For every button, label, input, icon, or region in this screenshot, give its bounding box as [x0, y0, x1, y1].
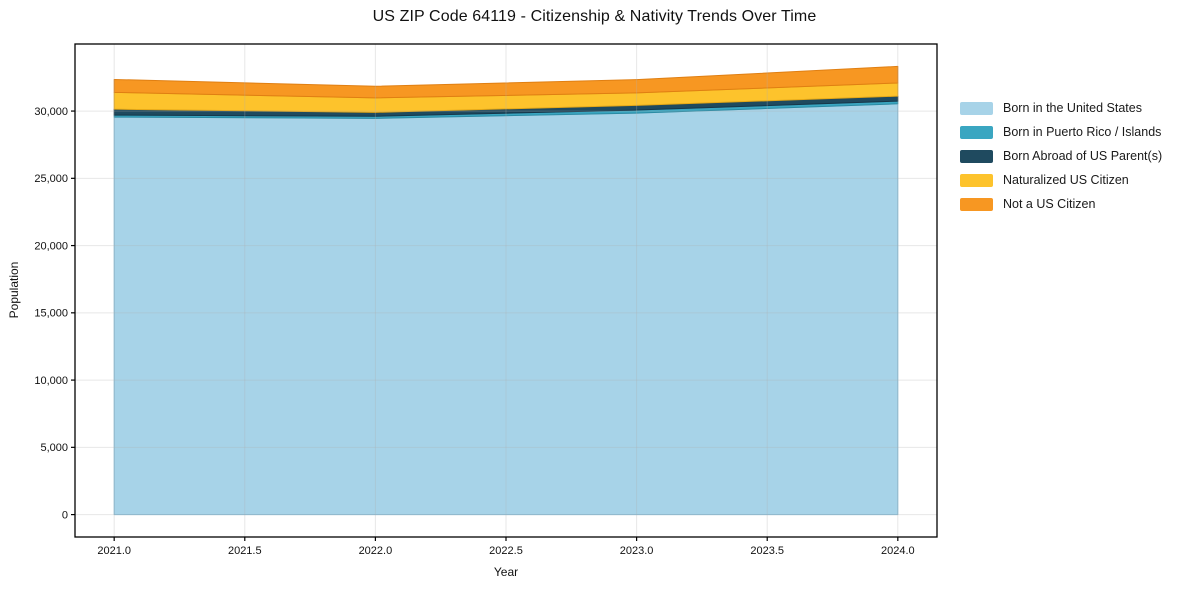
legend-item-4: Not a US Citizen: [960, 197, 1162, 211]
y-tick-label: 10,000: [34, 375, 68, 387]
legend-swatch-icon: [960, 125, 993, 139]
chart-title: US ZIP Code 64119 - Citizenship & Nativi…: [372, 8, 817, 25]
legend-item-1: Born in Puerto Rico / Islands: [960, 125, 1162, 139]
legend-label: Born in the United States: [1003, 101, 1142, 115]
y-axis-label: Population: [7, 261, 21, 319]
legend-label: Born Abroad of US Parent(s): [1003, 149, 1163, 163]
y-tick-label: 0: [62, 509, 68, 521]
legend-label: Born in Puerto Rico / Islands: [1003, 125, 1162, 139]
area-series-4: [113, 65, 899, 99]
y-tick-label: 25,000: [34, 173, 68, 185]
legend-label: Naturalized US Citizen: [1003, 173, 1129, 187]
x-tick-label: 2024.0: [881, 545, 915, 557]
legend-item-2: Born Abroad of US Parent(s): [960, 149, 1162, 163]
x-tick-label: 2021.0: [97, 545, 131, 557]
x-axis-label: Year: [493, 565, 519, 579]
x-tick-label: 2022.0: [359, 545, 393, 557]
y-tick-label: 5,000: [40, 442, 68, 454]
y-tick-label: 30,000: [34, 106, 68, 118]
legend-swatch-icon: [960, 101, 993, 115]
x-tick-label: 2023.0: [620, 545, 654, 557]
legend-item-3: Naturalized US Citizen: [960, 173, 1162, 187]
y-tick-label: 20,000: [34, 240, 68, 252]
x-tick-label: 2023.5: [750, 545, 784, 557]
legend-swatch-icon: [960, 173, 993, 187]
x-tick-label: 2021.5: [228, 545, 262, 557]
legend-item-0: Born in the United States: [960, 101, 1162, 115]
legend-swatch-icon: [960, 197, 993, 211]
legend-swatch-icon: [960, 149, 993, 163]
legend-label: Not a US Citizen: [1003, 197, 1096, 211]
x-tick-label: 2022.5: [489, 545, 523, 557]
y-tick-label: 15,000: [34, 308, 68, 320]
legend: Born in the United States Born in Puerto …: [960, 101, 1162, 211]
